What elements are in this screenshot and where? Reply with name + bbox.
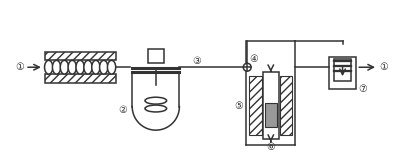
- Bar: [329, 57, 356, 89]
- Circle shape: [243, 63, 251, 71]
- Ellipse shape: [60, 60, 69, 74]
- Bar: [263, 72, 279, 139]
- Text: ⑦: ⑦: [358, 84, 366, 94]
- Ellipse shape: [107, 60, 116, 74]
- Bar: [148, 49, 164, 63]
- Ellipse shape: [68, 60, 76, 74]
- Ellipse shape: [100, 60, 108, 74]
- Ellipse shape: [145, 105, 166, 112]
- Ellipse shape: [53, 60, 61, 74]
- Bar: [265, 103, 277, 127]
- Text: ③: ③: [193, 56, 202, 66]
- Text: ①: ①: [15, 62, 23, 72]
- Bar: [334, 59, 351, 81]
- Ellipse shape: [76, 60, 84, 74]
- Ellipse shape: [92, 60, 100, 74]
- Bar: [280, 76, 292, 135]
- Text: ④: ④: [250, 54, 259, 64]
- Bar: [45, 52, 116, 60]
- Ellipse shape: [145, 97, 166, 104]
- Bar: [45, 74, 116, 83]
- Bar: [249, 76, 262, 135]
- Ellipse shape: [44, 60, 53, 74]
- Text: ⑤: ⑤: [234, 101, 243, 111]
- Ellipse shape: [84, 60, 92, 74]
- Text: ②: ②: [118, 105, 127, 116]
- Text: ⑥: ⑥: [266, 142, 275, 152]
- Text: ①: ①: [379, 62, 388, 72]
